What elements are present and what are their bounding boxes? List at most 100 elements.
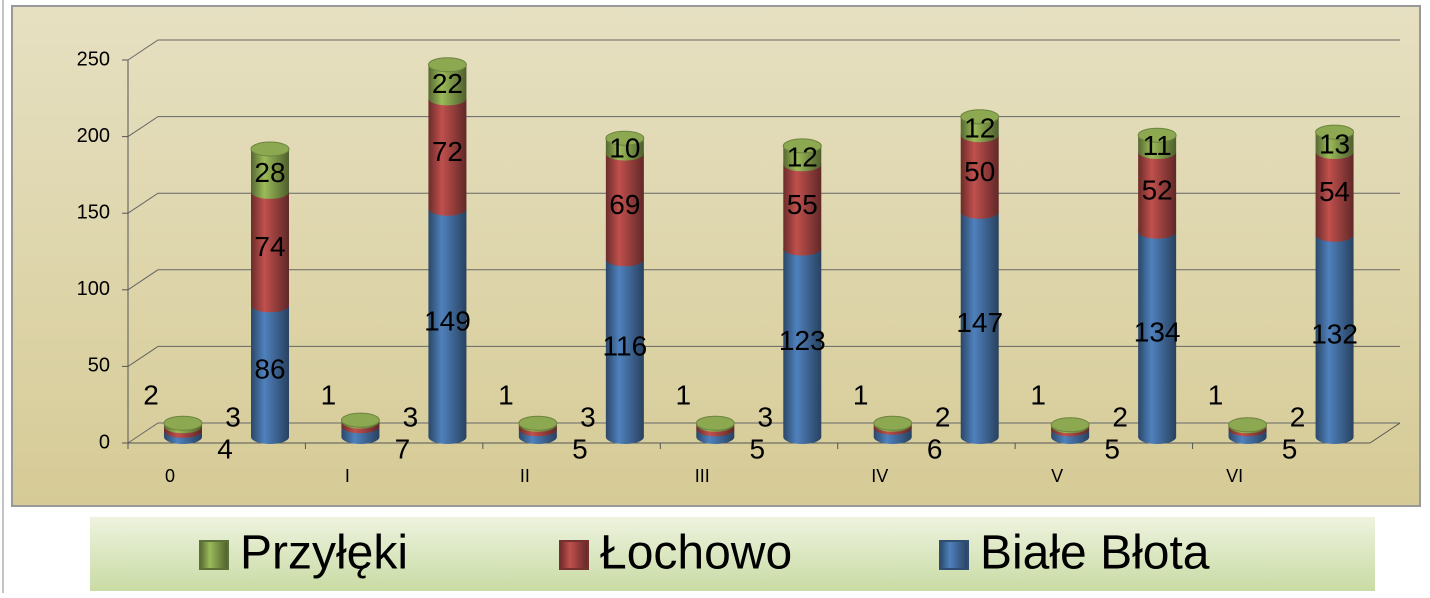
bar-cap <box>960 109 1000 125</box>
value-label: 13 <box>1319 128 1350 159</box>
bar-segment <box>783 248 822 437</box>
value-label: 2 <box>1112 401 1128 432</box>
value-label: 3 <box>580 401 596 432</box>
segment-base <box>960 430 999 444</box>
bar-cap <box>1137 127 1177 143</box>
bar-cap <box>163 415 203 431</box>
value-label: 74 <box>254 231 285 262</box>
value-label: 132 <box>1311 318 1358 349</box>
value-label: 52 <box>1142 174 1173 205</box>
bar-segment <box>251 191 289 306</box>
legend-box <box>90 517 1375 591</box>
value-label: 12 <box>964 112 995 143</box>
bar-segment <box>1315 152 1354 235</box>
segment-base <box>251 184 289 199</box>
bar-cap <box>873 415 913 431</box>
x-tick-label: III <box>695 466 710 486</box>
value-label: 134 <box>1134 317 1181 348</box>
value-label: 147 <box>956 307 1003 338</box>
bar-cap <box>1228 417 1268 433</box>
bar-segment <box>605 153 644 260</box>
value-label: 28 <box>254 157 285 188</box>
value-label: 3 <box>225 401 241 432</box>
value-label: 12 <box>787 142 818 173</box>
value-label: 72 <box>432 136 463 167</box>
bar-segment <box>1315 234 1354 437</box>
legend-label: Łochowo <box>600 527 792 580</box>
value-label: 5 <box>1282 433 1298 464</box>
bar-cap <box>782 138 822 154</box>
x-tick-label: IV <box>871 466 888 486</box>
segment-base <box>605 252 644 267</box>
legend-label: Przyłęki <box>240 527 408 580</box>
legend-swatch <box>199 540 229 570</box>
value-label: 1 <box>675 379 691 410</box>
x-tick-label: I <box>345 466 350 486</box>
value-label: 6 <box>927 433 943 464</box>
segment-base <box>783 430 822 444</box>
segment-base <box>251 430 289 444</box>
value-label: 69 <box>609 189 640 220</box>
segment-base <box>1315 227 1354 242</box>
y-tick-label: 0 <box>99 431 110 453</box>
segment-base <box>1315 145 1354 160</box>
bar-segment <box>960 135 999 212</box>
segment-base <box>960 204 999 219</box>
legend-swatch <box>559 540 589 570</box>
segment-base <box>341 430 380 444</box>
value-label: 86 <box>254 354 285 385</box>
x-tick-label: 0 <box>165 466 175 486</box>
bar-cap <box>518 415 558 431</box>
value-label: 5 <box>1104 433 1120 464</box>
value-label: 1 <box>498 379 514 410</box>
x-tick-label: VI <box>1226 466 1243 486</box>
bar-cap <box>1050 417 1090 433</box>
segment-base <box>428 430 467 444</box>
bar-cap <box>427 57 467 73</box>
segment-base <box>1138 145 1177 160</box>
value-label: 1 <box>853 379 869 410</box>
bar-segment <box>251 305 289 437</box>
segment-base <box>783 157 822 172</box>
segment-base <box>1138 430 1177 444</box>
value-label: 50 <box>964 156 995 187</box>
legend-swatch <box>939 540 969 570</box>
value-label: 116 <box>603 331 648 362</box>
bar-segment <box>1138 231 1177 437</box>
legend-label: Białe Błota <box>980 527 1210 580</box>
bar-segment <box>960 211 999 437</box>
value-label: 2 <box>935 401 951 432</box>
bar-cap <box>695 415 735 431</box>
segment-base <box>1315 430 1354 444</box>
value-label: 1 <box>1208 379 1224 410</box>
bar-cap <box>250 141 290 157</box>
bar-cap <box>605 130 645 146</box>
value-label: 54 <box>1319 176 1350 207</box>
x-tick-label: II <box>520 466 530 486</box>
y-tick-label: 250 <box>77 48 110 70</box>
value-label: 149 <box>424 305 471 336</box>
bar-segment <box>1138 152 1177 232</box>
segment-base <box>428 91 467 106</box>
bar-segment <box>428 98 467 209</box>
bar-cap <box>1315 124 1355 140</box>
value-label: 5 <box>572 433 588 464</box>
value-label: 3 <box>757 401 773 432</box>
value-label: 123 <box>779 325 826 356</box>
value-label: 4 <box>217 433 233 464</box>
value-label: 55 <box>787 189 818 220</box>
grid-line <box>127 39 1400 61</box>
segment-base <box>605 146 644 161</box>
segment-base <box>251 298 289 313</box>
y-tick-label: 100 <box>77 278 110 300</box>
value-label: 5 <box>749 433 765 464</box>
value-label: 10 <box>609 132 640 163</box>
value-label: 1 <box>1030 379 1046 410</box>
segment-base <box>605 430 644 444</box>
bar-cap <box>340 412 380 428</box>
floor-edge <box>1369 422 1401 444</box>
segment-base <box>783 241 822 256</box>
value-label: 3 <box>403 401 419 432</box>
value-label: 11 <box>1143 130 1172 161</box>
